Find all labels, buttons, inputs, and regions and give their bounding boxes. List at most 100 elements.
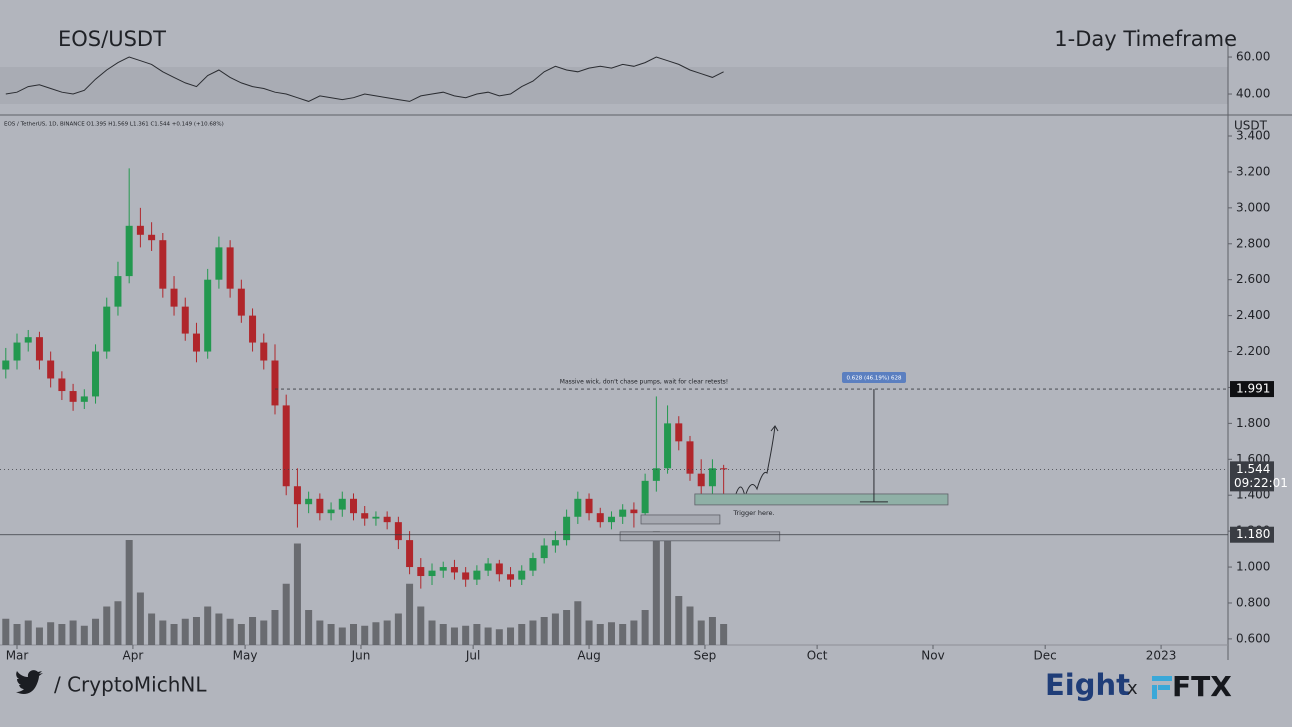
volume-bar (529, 620, 537, 645)
candle-body (495, 563, 503, 575)
brand: FTX (1172, 670, 1232, 703)
candle-body (518, 570, 526, 580)
volume-bar (518, 624, 526, 645)
candle-body (103, 306, 111, 352)
candle-body (652, 468, 660, 481)
x-tick-label: Oct (807, 649, 828, 663)
candle-body (136, 225, 144, 235)
volume-bar (316, 620, 324, 645)
x-tick-label: Sep (694, 649, 717, 663)
volume-bar (58, 624, 66, 645)
x-tick-label: May (233, 649, 258, 663)
price-tag-label: 1.991 (1236, 382, 1270, 396)
candle-body (563, 516, 571, 541)
zone (694, 493, 949, 506)
volume-bar (260, 620, 268, 645)
price-tag (1230, 526, 1274, 543)
volume-bar (619, 624, 627, 645)
candle-body (708, 468, 716, 487)
rsi-band (0, 67, 1228, 104)
y-tick-label: 0.800 (1236, 595, 1270, 609)
volume-bar (473, 624, 481, 645)
candle-body (675, 423, 683, 442)
candle-body (394, 522, 402, 541)
candle-body (361, 513, 369, 519)
volume-bar (148, 613, 156, 645)
volume-bar (607, 622, 615, 645)
candle-body (260, 342, 268, 361)
candle-body (596, 513, 604, 523)
candle-body (697, 473, 705, 487)
volume-bar (192, 617, 200, 645)
y-tick-label: 3.400 (1236, 129, 1270, 143)
candle-body (574, 498, 582, 517)
volume-bar (136, 592, 144, 645)
price-tag (1230, 381, 1274, 398)
volume-bar (720, 624, 728, 645)
x-tick-label: Mar (6, 649, 29, 663)
volume-bar (596, 624, 604, 645)
candle-body (686, 441, 694, 474)
countdown: 09:22:01 (1234, 476, 1288, 490)
candle-body (607, 516, 615, 523)
volume-bar (361, 625, 369, 645)
candle-body (24, 337, 32, 343)
x-tick-label: Jul (465, 649, 480, 663)
candle-body (450, 567, 458, 573)
volume-bar (675, 596, 683, 645)
candle-body (226, 247, 234, 289)
candle-body (181, 306, 189, 334)
volume-bar (226, 618, 234, 645)
volume-bar (641, 610, 649, 645)
candle-body (462, 572, 470, 580)
candle-body (170, 288, 178, 307)
candle-body (473, 570, 481, 580)
projection-path (734, 425, 776, 498)
candle-body (641, 480, 649, 514)
volume-bar (428, 620, 436, 645)
volume-bar (495, 629, 503, 645)
candle-body (215, 247, 223, 280)
candle-body (159, 240, 167, 289)
projection-arrow (770, 425, 779, 432)
y-tick-label: 2.200 (1236, 344, 1270, 358)
x-tick-label: Dec (1034, 649, 1057, 663)
candle-body (372, 516, 380, 519)
volume-bar (417, 606, 425, 645)
x-tick-label: Apr (123, 649, 144, 663)
candle-body (630, 509, 638, 514)
legend-text: EOS / TetherUS, 1D, BINANCE O1.395 H1.56… (4, 122, 224, 128)
x-tick-label: Jun (351, 649, 371, 663)
volume-bar (563, 610, 571, 645)
volume-bar (305, 610, 313, 645)
candle-body (282, 405, 290, 487)
chart-subtitle: 1-Day Timeframe (1054, 27, 1237, 51)
volume-bar (394, 613, 402, 645)
rsi-tick-label: 40.00 (1236, 87, 1270, 101)
y-tick-label: 2.800 (1236, 236, 1270, 250)
zone (640, 514, 721, 525)
y-tick-label: 3.200 (1236, 164, 1270, 178)
candle-body (271, 360, 279, 406)
candle-body (551, 540, 559, 546)
candle-body (484, 563, 492, 571)
volume-bar (249, 617, 257, 645)
candle-body (204, 279, 212, 352)
volume-bar (574, 601, 582, 645)
volume-bar (450, 627, 458, 645)
volume-bar (125, 540, 133, 645)
volume-bar (686, 606, 694, 645)
volume-bar (540, 617, 548, 645)
brand-separator: x (1127, 678, 1138, 699)
candle-body (305, 498, 313, 505)
x-tick-label: Nov (921, 649, 944, 663)
volume-bar (439, 624, 447, 645)
candle-body (69, 391, 77, 402)
volume-bar (338, 627, 346, 645)
annotation: Trigger here. (732, 509, 774, 517)
candle-body (316, 498, 324, 514)
price-tag-label: 1.544 (1236, 462, 1270, 476)
candle-body (338, 498, 346, 510)
y-tick-label: 3.000 (1236, 200, 1270, 214)
